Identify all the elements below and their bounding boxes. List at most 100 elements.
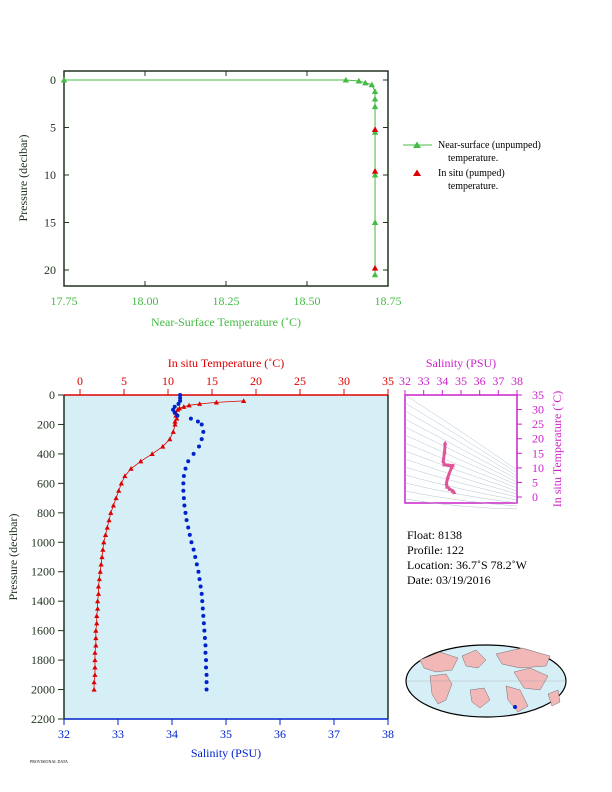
ts-plot-frame <box>404 394 518 504</box>
temperature-point <box>113 495 119 501</box>
ts-salinity-tick-label: 33 <box>418 374 430 388</box>
temperature-point <box>98 561 104 567</box>
pressure-tick-label: 600 <box>37 476 55 490</box>
ts-point <box>444 481 449 486</box>
temperature-point <box>102 532 109 537</box>
ts-temp-tick-label: 30 <box>532 403 544 417</box>
float-info-block: Float: 8138 Profile: 122 Location: 36.7˚… <box>407 528 527 588</box>
in-situ-point <box>371 126 379 132</box>
pressure-tick-label: 1000 <box>31 535 55 549</box>
salinity-point <box>191 547 196 552</box>
salinity-point <box>200 606 205 611</box>
ts-point <box>441 458 446 463</box>
density-contour <box>404 442 518 489</box>
temperature-point <box>122 473 128 479</box>
salinity-point <box>201 613 206 618</box>
temp-tick-label: 0 <box>77 374 83 388</box>
temp-tick-label: 10 <box>162 374 174 388</box>
top-x-tick-label: 17.75 <box>51 294 78 308</box>
temperature-point <box>93 628 99 633</box>
legend-item-1-line1: Near-surface (unpumped) <box>438 140 541 151</box>
temperature-point <box>93 642 99 648</box>
temperature-point <box>172 418 178 424</box>
top-series-layer <box>60 76 379 278</box>
ts-temp-tick-label: 10 <box>532 461 544 475</box>
temperature-point <box>97 569 103 574</box>
main-xlabel-top: In situ Temperature (˚C) <box>168 356 285 370</box>
salinity-point <box>201 429 206 434</box>
main-axis-ticks: 0 5 10 15 20 25 30 35 32 33 34 35 36 37 38 0 200 400 600 80… <box>31 374 394 741</box>
near-surface-point <box>371 271 379 278</box>
salinity-point <box>199 437 204 442</box>
ts-salinity-tick-label: 38 <box>511 374 523 388</box>
main-chart: 0 5 10 15 20 25 30 35 32 33 34 35 36 37 38 0 200 400 600 80… <box>6 356 394 760</box>
salinity-point <box>198 584 203 589</box>
pressure-tick-label: 1200 <box>31 565 55 579</box>
salinity-tick-label: 32 <box>58 727 70 741</box>
temperature-point <box>99 554 105 560</box>
temperature-point <box>106 517 112 523</box>
temperature-point <box>138 458 144 464</box>
temp-tick-label: 15 <box>206 374 218 388</box>
near-surface-line <box>64 79 376 275</box>
salinity-point <box>196 569 201 574</box>
temperature-point <box>128 466 134 471</box>
top-y-tick-label: 0 <box>50 73 56 87</box>
salinity-point <box>199 422 204 427</box>
salinity-point <box>183 466 188 471</box>
density-contour <box>404 482 518 504</box>
temp-tick-label: 25 <box>294 374 306 388</box>
near-surface-point <box>371 103 379 110</box>
density-contour <box>404 450 518 492</box>
top-chart: 17.75 18.00 18.25 18.50 18.75 0 5 10 15 20 Near-S… <box>16 70 541 329</box>
temperature-point <box>174 415 180 421</box>
salinity-point <box>195 419 200 424</box>
ts-salinity-tick-label: 35 <box>455 374 467 388</box>
salinity-point <box>204 680 209 685</box>
salinity-point <box>204 665 209 670</box>
pressure-tick-label: 1600 <box>31 624 55 638</box>
temperature-point <box>95 598 101 604</box>
ts-point <box>444 484 450 489</box>
salinity-point <box>181 496 186 501</box>
salinity-point <box>181 481 186 486</box>
temperature-point <box>160 443 166 449</box>
salinity-point <box>178 395 183 400</box>
salinity-point <box>183 510 188 515</box>
pressure-tick-label: 200 <box>37 417 55 431</box>
near-surface-point <box>371 95 379 102</box>
temperature-point <box>94 620 100 626</box>
main-series-layer <box>91 393 247 692</box>
temp-tick-label: 20 <box>250 374 262 388</box>
salinity-point <box>172 404 177 409</box>
legend-item-1-line2: temperature. <box>448 153 498 164</box>
profile-number: Profile: 122 <box>407 543 464 557</box>
temperature-point <box>186 402 192 408</box>
float-id: Float: 8138 <box>407 528 463 542</box>
map-land <box>419 647 561 713</box>
ts-point <box>446 463 452 467</box>
temperature-point <box>94 613 100 618</box>
temperature-point <box>93 635 99 641</box>
salinity-point <box>193 555 198 559</box>
salinity-point <box>176 401 181 406</box>
ts-point <box>442 440 448 445</box>
salinity-point <box>204 658 209 663</box>
pressure-tick-label: 800 <box>37 506 55 520</box>
temperature-point <box>95 605 101 611</box>
temperature-point <box>213 399 219 405</box>
salinity-point <box>181 474 186 478</box>
pressure-tick-label: 0 <box>49 388 55 402</box>
salinity-point <box>182 503 187 508</box>
footer-note: PROVISIONAL DATA <box>30 759 68 764</box>
near-surface-point <box>371 219 379 226</box>
density-contour <box>404 498 518 510</box>
ts-temp-tick-label: 25 <box>532 417 544 431</box>
top-y-tick-label: 5 <box>50 121 56 135</box>
salinity-point <box>181 488 186 493</box>
top-axis-ticks: 17.75 18.00 18.25 18.50 18.75 0 5 10 15 20 <box>44 71 402 308</box>
density-contour <box>404 426 518 483</box>
salinity-point <box>172 410 177 415</box>
pressure-tick-label: 1800 <box>31 653 55 667</box>
